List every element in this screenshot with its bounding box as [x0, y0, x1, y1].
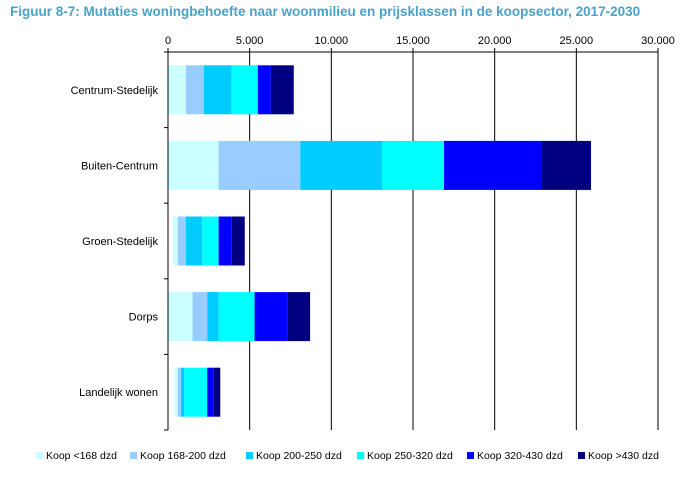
category-label: Groen-Stedelijk [82, 236, 158, 248]
bar-segment [542, 140, 592, 190]
category-label: Landelijk wonen [79, 387, 158, 399]
x-tick-label: 0 [165, 35, 171, 47]
legend-swatch [130, 452, 137, 459]
x-tick-label: 20.000 [478, 35, 512, 47]
legend: Koop <168 dzd Koop 168-200 dzd Koop 200-25… [36, 450, 659, 462]
legend-swatch [246, 452, 253, 459]
category-label: Dorps [129, 312, 159, 324]
bar-segment [231, 216, 245, 266]
chart-title: Figuur 8-7: Mutaties woningbehoefte naar… [10, 4, 641, 19]
legend-label: Koop <168 dzd [46, 450, 117, 462]
bar-segment [218, 292, 255, 342]
bar-segment [287, 292, 311, 342]
x-tick-label: 15.000 [396, 35, 430, 47]
legend-label: Koop 320-430 dzd [477, 450, 563, 462]
bar-segment [172, 216, 178, 266]
legend-label: Koop 168-200 dzd [140, 450, 226, 462]
bar-segment [174, 367, 178, 417]
bar-segment [192, 292, 208, 342]
bar-segment [213, 367, 221, 417]
legend-label: Koop 200-250 dzd [256, 450, 342, 462]
bar-segment [168, 292, 193, 342]
legend-label: Koop 250-320 dzd [367, 450, 453, 462]
bar-segment [203, 65, 232, 115]
bar-segment [177, 216, 186, 266]
bar-segment [184, 367, 208, 417]
legend-swatch [357, 452, 364, 459]
bar-segment [231, 65, 258, 115]
bar-segment [218, 216, 232, 266]
bar-segment [185, 216, 203, 266]
bar-segment [300, 140, 382, 190]
x-tick-label: 25.000 [560, 35, 594, 47]
bar-segment [177, 367, 182, 417]
axes: 0 5.000 10.000 15.000 20.000 25.000 30.000 Cent… [71, 35, 675, 431]
bar-segment [254, 292, 288, 342]
category-label: Centrum-Stedelijk [71, 85, 159, 97]
bar-segment [168, 65, 186, 115]
bar-segment [207, 292, 219, 342]
bar-segment [444, 140, 543, 190]
bar-segment [207, 367, 214, 417]
x-tick-label: 30.000 [641, 35, 675, 47]
bar-segment [257, 65, 271, 115]
legend-swatch [467, 452, 474, 459]
grid-lines [249, 52, 659, 430]
bar-segment [381, 140, 445, 190]
bar-segment [185, 65, 204, 115]
x-tick-label: 10.000 [315, 35, 349, 47]
bar-segment [168, 140, 219, 190]
bars [168, 65, 592, 417]
legend-label: Koop >430 dzd [588, 450, 659, 462]
legend-swatch [578, 452, 585, 459]
bar-segment [218, 140, 301, 190]
category-label: Buiten-Centrum [81, 160, 158, 172]
legend-swatch [36, 452, 43, 459]
bar-segment [270, 65, 294, 115]
bar-segment [202, 216, 219, 266]
x-tick-label: 5.000 [236, 35, 264, 47]
bar-segment [181, 367, 185, 417]
